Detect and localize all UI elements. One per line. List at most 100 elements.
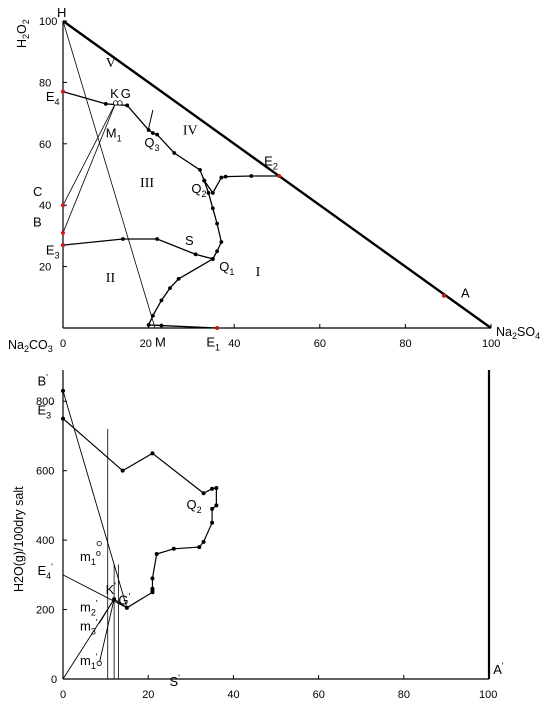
special-point-E1 xyxy=(215,326,220,330)
water-content-chart: 0 20 40 60 80 100 200 400 600 800 0 B' E3' E4' K'G' Q2 m… xyxy=(36,370,504,701)
region-label-I: I xyxy=(256,265,261,280)
open-point-m1 xyxy=(96,660,102,666)
curve-point xyxy=(219,240,224,244)
series-point xyxy=(210,506,215,511)
special-point-E3 xyxy=(61,243,65,248)
left-tick-label: 80 xyxy=(39,77,51,89)
left-tick-label: 100 xyxy=(39,16,57,28)
curve-point xyxy=(155,132,160,137)
arrow-line xyxy=(148,109,154,129)
label-m2-prime: m2' xyxy=(80,598,98,617)
curve-point xyxy=(210,206,215,211)
curve-point xyxy=(155,237,160,241)
curve-point xyxy=(198,167,202,172)
bottom-axis-label-na2co3: Na2CO3 xyxy=(8,338,53,354)
left-axis-label-h2o2: H2O2 xyxy=(15,19,31,48)
open-point-G xyxy=(117,100,123,106)
bottom-y-tick-label: 400 xyxy=(36,535,54,547)
bottom-x-tick-label: 20 xyxy=(142,689,154,701)
label-Q1: Q1 xyxy=(219,259,234,277)
bottom-tick-label: 0 xyxy=(60,338,66,350)
series-point xyxy=(150,590,155,595)
bottom-tie-line xyxy=(98,599,115,664)
left-tick-label: 60 xyxy=(39,139,51,151)
hypotenuse-line xyxy=(62,20,492,329)
label-A: A xyxy=(461,285,470,300)
series-point xyxy=(112,597,117,602)
label-E1: E1 xyxy=(206,334,220,352)
curve-point xyxy=(146,128,151,132)
label-G-prime: G' xyxy=(118,591,130,607)
label-M: M xyxy=(155,334,166,349)
series-point xyxy=(150,576,155,581)
curve-point xyxy=(168,286,172,290)
tie-line-B-K xyxy=(62,102,117,233)
bottom-tick-label: 40 xyxy=(228,338,240,350)
bottom-tie-line xyxy=(62,574,128,609)
bottom-tick-label: 80 xyxy=(399,338,411,350)
special-point-C xyxy=(61,203,65,208)
bottom-y-tick-label: 800 xyxy=(36,396,54,408)
tie-line-C-K xyxy=(62,102,116,206)
curve-point xyxy=(193,252,198,257)
series-point xyxy=(210,486,215,491)
curve-point xyxy=(176,276,181,281)
region-label-III: III xyxy=(140,176,154,191)
bottom-y-axis-label: H2O(g)/100dry salt xyxy=(12,486,26,592)
curve-point xyxy=(215,221,219,226)
label-K-prime: K' xyxy=(106,581,117,597)
label-B: B xyxy=(33,215,42,230)
label-m1-o: m1o xyxy=(80,548,101,567)
bottom-y-tick-label: 0 xyxy=(51,674,57,686)
bottom-tie-line xyxy=(62,390,128,608)
curve-point xyxy=(103,101,108,106)
curve-G_Q2 xyxy=(126,104,205,181)
bottom-x-tick-label: 80 xyxy=(398,689,410,701)
point-B-prime xyxy=(61,388,65,393)
series-point xyxy=(201,491,206,496)
label-E2: E2 xyxy=(264,153,278,171)
bottom-tick-label: 60 xyxy=(314,338,326,350)
curve-point xyxy=(150,131,155,135)
series-point xyxy=(150,451,155,456)
series-point xyxy=(154,552,159,557)
series-line xyxy=(62,418,217,609)
region-label-V: V xyxy=(106,56,116,71)
label-S: S xyxy=(185,233,194,248)
series-point xyxy=(210,520,215,525)
series-point xyxy=(214,503,219,508)
label-A-prime: A' xyxy=(493,661,504,677)
series-point xyxy=(61,416,65,421)
label-Q3: Q3 xyxy=(144,135,159,153)
curve-point xyxy=(223,174,228,179)
vertex-label-H: H xyxy=(57,5,66,20)
special-point-B xyxy=(61,230,65,235)
bottom-y-tick-label: 600 xyxy=(36,466,54,478)
label-C: C xyxy=(33,184,42,199)
curve-Q2_E2 xyxy=(203,175,280,195)
curve-point xyxy=(210,257,215,261)
curve-point xyxy=(159,298,164,303)
bottom-tie-line xyxy=(62,598,115,680)
bottom-x-tick-label: 0 xyxy=(60,689,66,701)
series-point xyxy=(201,539,206,544)
curve-point xyxy=(206,191,211,195)
series-point xyxy=(124,605,129,610)
bottom-tick-label: 100 xyxy=(482,338,500,350)
region-label-IV: IV xyxy=(183,124,198,139)
left-tick-label: 20 xyxy=(39,262,51,274)
left-tick-label: 40 xyxy=(39,200,51,212)
curve-point xyxy=(215,249,219,254)
bottom-x-tick-label: 100 xyxy=(479,689,497,701)
special-point-A xyxy=(441,293,446,298)
label-B-prime: B' xyxy=(37,373,48,389)
tie-line-H-M xyxy=(62,20,156,329)
series-point xyxy=(214,486,219,491)
bottom-tick-label: 20 xyxy=(140,338,152,350)
label-K: K xyxy=(110,86,119,101)
right-axis-label-na2so4: Na2SO4 xyxy=(496,325,540,341)
label-m1-prime: m1' xyxy=(80,652,98,671)
bottom-y-tick-label: 200 xyxy=(36,605,54,617)
